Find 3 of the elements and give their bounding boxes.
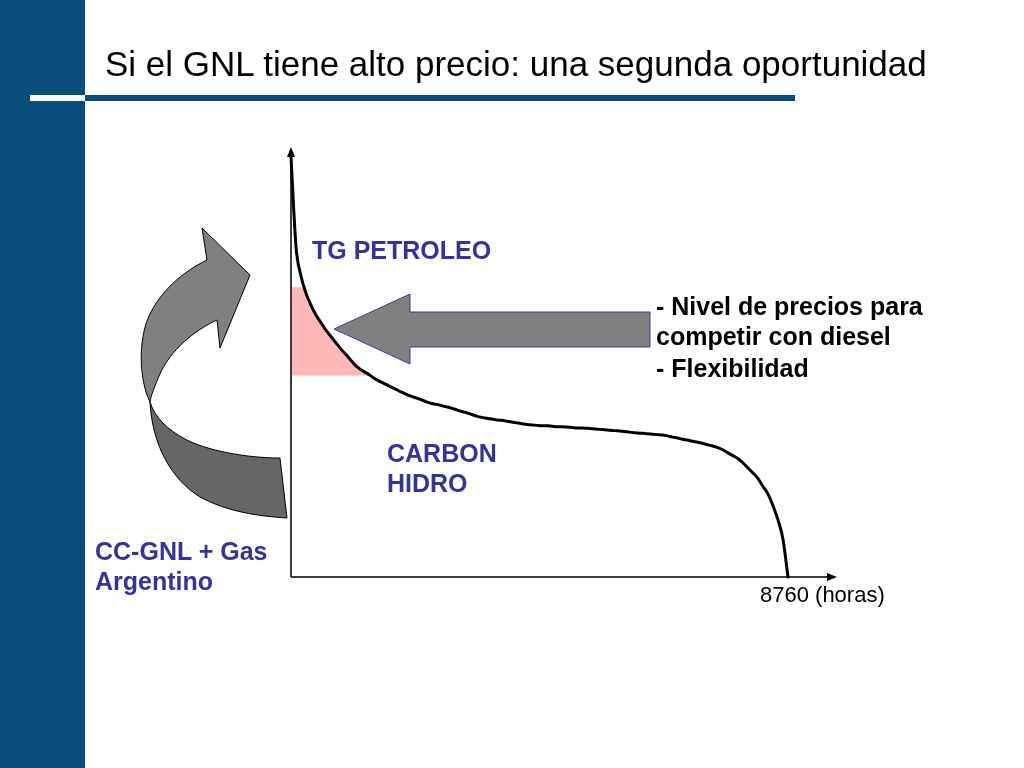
text: 8760 (horas) <box>760 582 885 608</box>
chart-title: Si el GNL tiene alto precio: una segunda oportunidad <box>105 44 927 84</box>
text: CC-GNL + Gas Argentino <box>95 536 268 596</box>
